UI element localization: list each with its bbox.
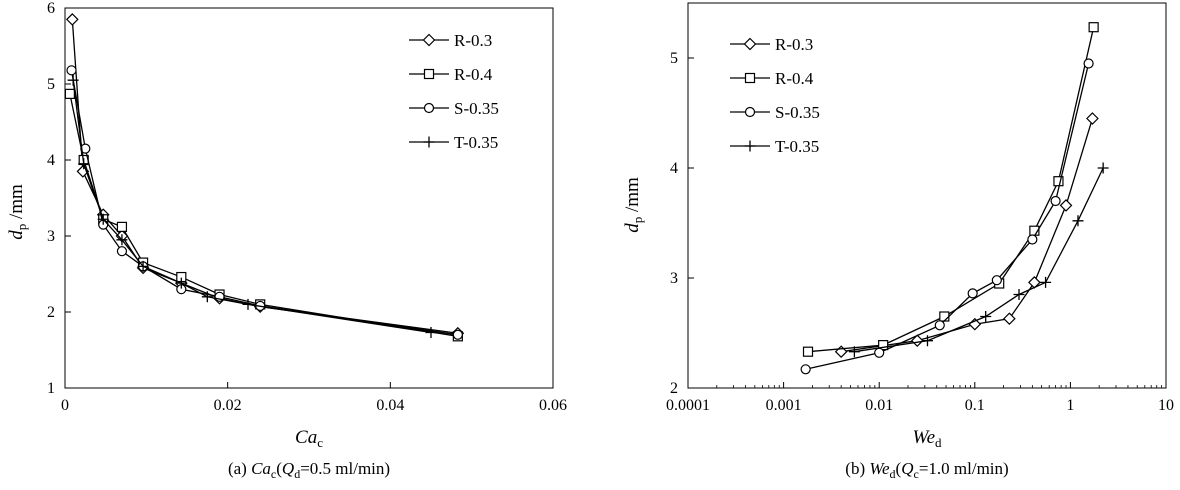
legend-label-S-0.35: S-0.35 xyxy=(454,99,499,118)
y-tick-label: 5 xyxy=(670,50,678,67)
data-point-S-0.35 xyxy=(1027,234,1038,245)
data-point-S-0.35 xyxy=(967,288,978,299)
data-point-T-0.35 xyxy=(921,335,933,347)
legend-label-R-0.3: R-0.3 xyxy=(454,31,492,50)
data-point-T-0.35 xyxy=(201,291,213,303)
x-axis-label-b: Wed xyxy=(912,427,942,450)
y-tick-label: 4 xyxy=(670,160,678,177)
y-tick-label: 3 xyxy=(670,270,678,287)
legend-marker-R-0.4 xyxy=(423,68,435,80)
panel-b: 0.0001 0.001 0.01 0.1 1 10 2 3 4 5 R-0.3 R-0.4 S-0.… xyxy=(622,2,1174,481)
series-b xyxy=(800,22,1109,375)
data-point-S-0.35 xyxy=(116,246,128,257)
legend-marker-R-0.3 xyxy=(422,33,436,47)
legend-label-T-0.35: T-0.35 xyxy=(775,137,819,156)
data-point-S-0.35 xyxy=(66,65,77,76)
ticks-b: 0.0001 0.001 0.01 0.1 1 10 2 3 4 5 xyxy=(666,50,1174,414)
y-axis-label-b: dp /mm xyxy=(622,177,645,233)
legend-marker-T-0.35 xyxy=(744,140,756,152)
data-point-T-0.35 xyxy=(425,327,437,339)
data-point-S-0.35 xyxy=(991,275,1002,286)
data-point-R-0.4 xyxy=(802,346,814,357)
data-point-S-0.35 xyxy=(452,329,463,340)
y-tick-label: 1 xyxy=(47,380,55,397)
legend-label-R-0.4: R-0.4 xyxy=(775,69,814,88)
data-point-R-0.4 xyxy=(64,88,75,99)
x-tick-label: 0.04 xyxy=(376,397,404,414)
data-point-T-0.35 xyxy=(116,234,128,246)
data-point-R-0.4 xyxy=(1053,176,1064,187)
series-a xyxy=(64,13,465,342)
legend-label-R-0.3: R-0.3 xyxy=(775,35,813,54)
data-point-R-0.4 xyxy=(939,311,950,322)
x-tick-label: 10 xyxy=(1158,397,1174,414)
y-axis-label-a: dp /mm xyxy=(6,184,29,240)
data-point-S-0.35 xyxy=(800,364,811,375)
data-point-S-0.35 xyxy=(1083,58,1094,69)
legend-label-R-0.4: R-0.4 xyxy=(454,65,493,84)
y-tick-label: 4 xyxy=(47,152,55,169)
x-tick-label: 0.1 xyxy=(965,397,985,414)
data-point-S-0.35 xyxy=(934,320,945,331)
panel-a: 0 0.02 0.04 0.06 1 2 3 4 5 6 R-0.3 R-0.4 S-0.35 T-0.… xyxy=(6,0,567,481)
data-point-T-0.35 xyxy=(1072,215,1084,227)
plot-area-b xyxy=(687,2,1167,389)
x-tick-label: 1 xyxy=(1066,397,1074,414)
x-tick-label: 0 xyxy=(61,397,69,414)
data-point-T-0.35 xyxy=(67,74,79,86)
x-tick-label: 0.06 xyxy=(539,397,567,414)
ticks-a: 0 0.02 0.04 0.06 1 2 3 4 5 6 xyxy=(47,0,567,414)
legend-marker-R-0.4 xyxy=(744,72,756,84)
y-tick-label: 2 xyxy=(670,380,678,397)
data-point-T-0.35 xyxy=(242,298,254,310)
data-point-R-0.3 xyxy=(910,334,924,348)
data-point-T-0.35 xyxy=(97,213,109,225)
y-tick-label: 3 xyxy=(47,228,55,245)
data-point-T-0.35 xyxy=(175,277,187,289)
x-tick-label: 0.0001 xyxy=(666,397,710,414)
plot-area-a xyxy=(64,7,554,389)
legend-label-S-0.35: S-0.35 xyxy=(775,103,820,122)
x-axis-label-a: Cac xyxy=(295,427,323,450)
series-line-R-0.3 xyxy=(71,19,458,334)
series-line-R-0.3 xyxy=(841,118,1094,353)
data-point-R-0.3 xyxy=(1086,112,1099,125)
series-line-S-0.35 xyxy=(805,63,1090,370)
data-point-R-0.3 xyxy=(1059,199,1073,212)
legend-a: R-0.3 R-0.4 S-0.35 T-0.35 xyxy=(409,31,499,152)
legend-marker-R-0.3 xyxy=(743,37,757,51)
data-point-T-0.35 xyxy=(1013,289,1025,300)
series-line-R-0.4 xyxy=(807,27,1095,353)
data-point-R-0.3 xyxy=(1003,312,1016,326)
legend-marker-T-0.35 xyxy=(423,136,435,148)
data-point-T-0.35 xyxy=(1040,276,1052,288)
legend-label-T-0.35: T-0.35 xyxy=(454,133,498,152)
series-line-T-0.35 xyxy=(72,80,432,334)
legend-marker-S-0.35 xyxy=(744,106,756,118)
data-point-S-0.35 xyxy=(1050,195,1061,207)
data-point-R-0.4 xyxy=(1088,22,1099,33)
y-tick-label: 5 xyxy=(47,76,55,93)
series-line-S-0.35 xyxy=(70,70,458,336)
caption-a: (a) Cac(Qd=0.5 ml/min) xyxy=(228,459,390,481)
caption-b: (b) Wed(Qc=1.0 ml/min) xyxy=(845,459,1008,481)
legend-marker-S-0.35 xyxy=(423,102,435,114)
data-point-T-0.35 xyxy=(848,346,860,358)
data-point-T-0.35 xyxy=(137,260,149,272)
data-point-T-0.35 xyxy=(78,158,90,170)
legend-b: R-0.3 R-0.4 S-0.35 T-0.35 xyxy=(730,35,820,156)
y-tick-label: 6 xyxy=(47,0,55,17)
y-tick-label: 2 xyxy=(47,304,55,321)
data-point-R-0.3 xyxy=(65,13,79,26)
data-point-S-0.35 xyxy=(874,347,885,358)
data-point-T-0.35 xyxy=(1097,162,1109,174)
x-tick-label: 0.001 xyxy=(766,397,802,414)
x-tick-label: 0.01 xyxy=(865,397,893,414)
data-point-R-0.4 xyxy=(116,221,128,232)
data-point-S-0.35 xyxy=(80,143,91,154)
data-point-T-0.35 xyxy=(980,311,992,322)
x-tick-label: 0.02 xyxy=(214,397,242,414)
